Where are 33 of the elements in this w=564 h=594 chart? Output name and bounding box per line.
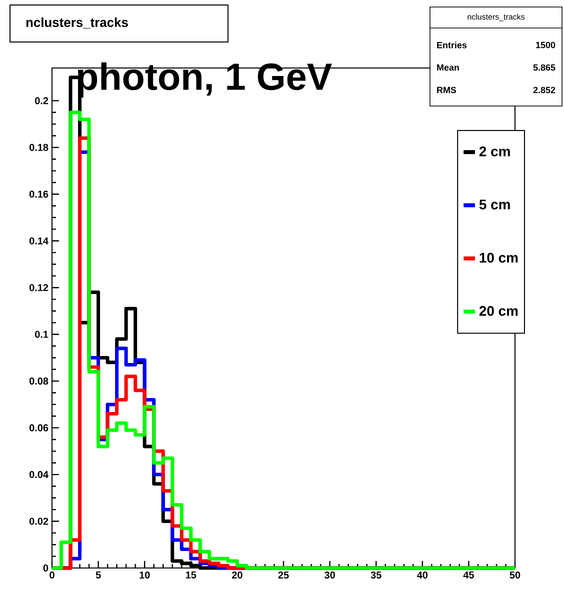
y-tick-label: 0.18 [29, 144, 48, 151]
y-tick-label: 0.02 [29, 518, 48, 525]
annotation: Mean [437, 64, 459, 71]
x-tick-label: 40 [417, 572, 428, 579]
text: 1500 [536, 42, 556, 48]
legend-label: 10 cm [480, 252, 518, 263]
chart-title: nclusters_tracks [26, 18, 128, 28]
y-tick-label: 0.12 [29, 284, 48, 292]
y-tick-label: 0.1 [35, 330, 48, 338]
x-tick-label: 25 [278, 572, 289, 579]
y-tick-label: 0.2 [35, 97, 48, 104]
legend-label: 20 cm [479, 306, 518, 316]
x-tick-label: 5 [96, 572, 101, 578]
legend-label: 2 cm [479, 146, 510, 156]
x-tick-label: 50 [510, 572, 520, 579]
x-tick-label: 10 [140, 572, 150, 579]
x-tick-label: 0 [50, 572, 54, 579]
y-tick-label: 0.06 [29, 424, 48, 432]
annotation: RMS [437, 86, 456, 94]
text: Entries [437, 42, 467, 48]
y-tick-label: 0.04 [29, 471, 48, 478]
y-tick-label: 0.14 [29, 237, 48, 244]
x-tick-label: 35 [370, 572, 382, 579]
y-tick-label: 0.08 [29, 378, 48, 385]
text: 2.852 [533, 86, 556, 94]
y-tick-label: 0 [43, 564, 48, 572]
x-tick-label: 20 [232, 572, 242, 579]
y-tick-label: 0.16 [29, 190, 48, 198]
x-tick-label: 15 [186, 572, 196, 578]
x-tick-label: 45 [463, 572, 474, 578]
legend-label: 5 cm [479, 200, 510, 210]
text: 5.865 [533, 64, 556, 71]
x-tick-label: 30 [324, 572, 335, 579]
